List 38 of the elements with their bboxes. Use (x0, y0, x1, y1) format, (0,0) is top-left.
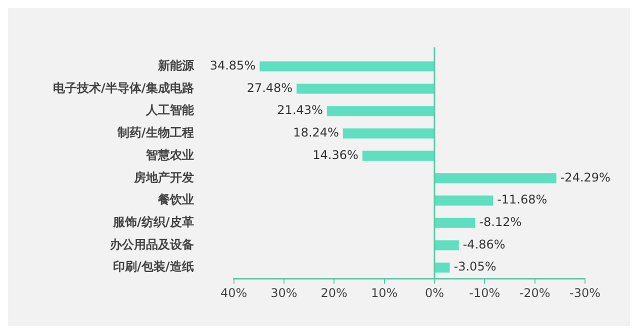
y-tick-label: 房地产开发 (132, 170, 194, 184)
bar (434, 173, 556, 184)
bar (362, 150, 434, 161)
y-tick-label: 办公用品及设备 (108, 237, 194, 252)
bar (260, 61, 434, 72)
bar (434, 196, 494, 206)
data-label: -24.29% (560, 170, 610, 184)
bar (342, 128, 434, 138)
bar (296, 84, 434, 94)
y-tick-label: 印刷/包装/造纸 (113, 260, 194, 274)
bar (326, 106, 434, 116)
data-label: -8.12% (479, 215, 522, 230)
data-label: -4.86% (462, 237, 506, 252)
x-tick-label: 10% (370, 286, 398, 300)
y-tick-label: 电子技术/半导体/集成电路 (53, 80, 195, 95)
x-tick-label: 40% (220, 286, 248, 300)
y-tick-label: 人工智能 (144, 103, 195, 118)
bar (434, 240, 459, 250)
x-tick-label: 20% (320, 286, 348, 300)
x-tick-label: 30% (270, 286, 298, 300)
data-label: 14.36% (312, 148, 358, 162)
data-label: 34.85% (210, 58, 256, 73)
x-tick-label: -30% (569, 286, 601, 300)
y-tick-label: 制药/生物工程 (116, 126, 194, 140)
x-tick-label: 0% (424, 286, 444, 300)
data-label: -3.05% (454, 260, 496, 274)
bar (434, 218, 476, 228)
data-label: -11.68% (497, 192, 548, 207)
x-tick-label: -10% (469, 286, 500, 300)
y-tick-label: 餐饮业 (156, 192, 194, 207)
y-tick-label: 新能源 (156, 58, 195, 73)
bar (434, 262, 450, 273)
data-label: 21.43% (277, 103, 323, 118)
y-tick-label: 智慧农业 (144, 148, 194, 162)
y-tick-label: 服饰/纺织/皮革 (112, 215, 194, 230)
data-label: 18.24% (293, 126, 339, 140)
x-tick-label: -20% (519, 286, 550, 300)
data-label: 27.48% (246, 80, 293, 95)
